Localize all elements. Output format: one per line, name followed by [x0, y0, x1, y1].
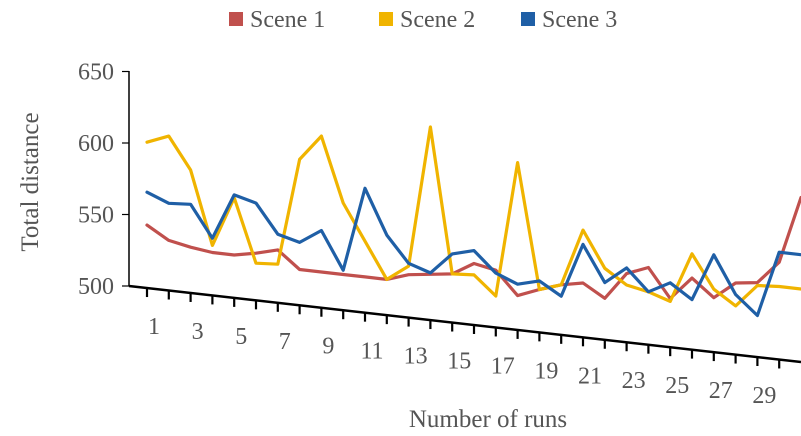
x-tick-label: 15	[447, 349, 471, 375]
x-tick-label: 11	[360, 339, 383, 365]
x-tick-label: 17	[491, 353, 515, 379]
y-tick-label: 650	[78, 60, 114, 86]
x-tick-label: 21	[578, 363, 602, 389]
x-tick-label: 25	[665, 373, 689, 399]
x-ticks: 1 3 5 7 9 11 13 15 17 19 21 23 25 27 29	[145, 288, 781, 409]
x-tick-label: 7	[279, 329, 291, 355]
x-tick-label: 27	[709, 378, 733, 404]
y-tick-label: 550	[78, 203, 114, 229]
series-lines	[145, 125, 801, 318]
legend-label-2: Scene 2	[400, 7, 475, 33]
series-line-3	[145, 186, 801, 318]
x-tick-label: 19	[534, 358, 558, 384]
series-line-1	[145, 195, 801, 301]
y-axis-title: Total distance	[17, 112, 44, 251]
legend-label-1: Scene 1	[250, 7, 325, 33]
y-tick-label: 600	[78, 131, 114, 157]
x-tick-label: 29	[752, 383, 776, 409]
x-axis-line	[128, 284, 801, 364]
x-tick-label: 5	[235, 324, 247, 350]
x-tick-label: 3	[192, 319, 204, 345]
x-axis-title: Number of runs	[409, 406, 567, 433]
legend: Scene 1 Scene 2 Scene 3	[229, 7, 617, 33]
x-tick-label: 13	[404, 344, 428, 370]
legend-swatch-1	[229, 12, 243, 26]
legend-swatch-2	[379, 12, 393, 26]
y-tick-label: 500	[78, 274, 114, 300]
legend-label-3: Scene 3	[542, 7, 617, 33]
x-tick-label: 1	[148, 314, 160, 340]
x-tick-label: 23	[622, 368, 646, 394]
x-tick-label: 9	[322, 334, 334, 360]
legend-swatch-3	[521, 12, 535, 26]
series-line-2	[145, 125, 801, 308]
y-ticks: 500 550 600 650	[78, 60, 129, 300]
